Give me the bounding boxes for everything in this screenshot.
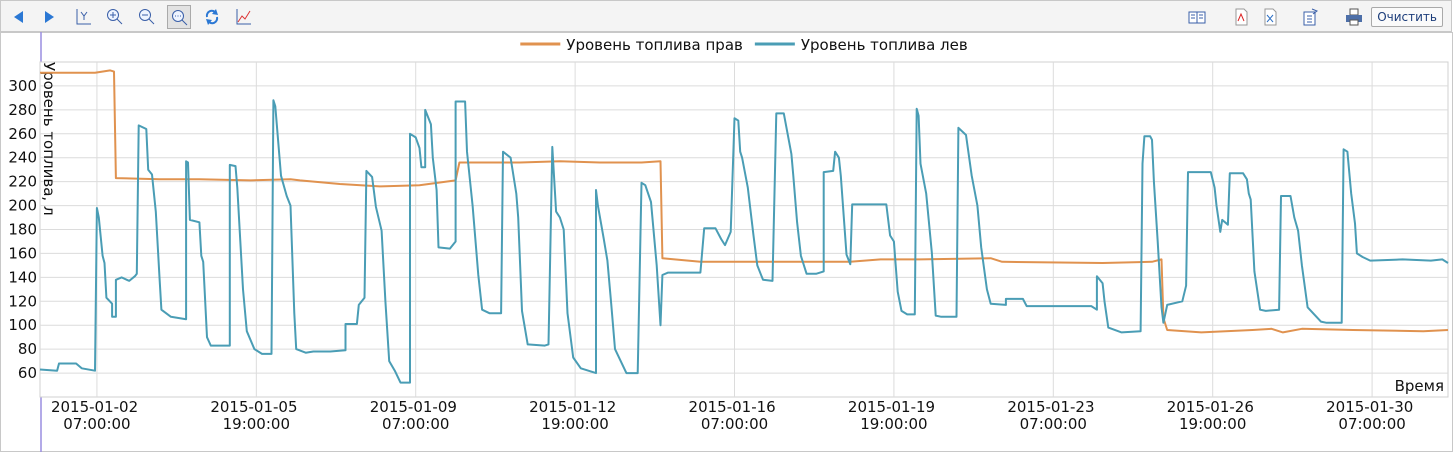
y-tick-label: 240 <box>8 149 37 167</box>
zoom-out-button[interactable] <box>137 7 157 27</box>
x-tick-label: 2015-01-09 07:00:00 <box>370 398 462 433</box>
zoom-in-button[interactable] <box>105 7 125 27</box>
pdf-button[interactable] <box>1231 7 1251 27</box>
x-tick-label: 2015-01-26 19:00:00 <box>1167 398 1259 433</box>
chart: 60 80 100 120 140 160 180 200 220 240 260 280 300 201… <box>0 32 1453 452</box>
x-tick-label: 2015-01-23 07:00:00 <box>1007 398 1099 433</box>
back-button[interactable] <box>9 7 29 27</box>
y-tick-label: 300 <box>8 77 37 95</box>
export-button[interactable] <box>1300 7 1320 27</box>
y-tick-label: 60 <box>18 364 37 382</box>
x-tick-label: 2015-01-16 07:00:00 <box>689 398 781 433</box>
print-button[interactable] <box>1344 7 1364 27</box>
x-tick-label: 2015-01-12 19:00:00 <box>529 398 621 433</box>
x-axis-label: Время <box>1395 377 1444 395</box>
forward-button[interactable] <box>39 7 59 27</box>
refresh-button[interactable] <box>202 7 222 27</box>
y-tick-label: 280 <box>8 101 37 119</box>
legend-label: Уровень топлива прав <box>566 36 743 54</box>
zoom-reset-button[interactable] <box>167 5 191 29</box>
chart-button[interactable] <box>233 7 253 27</box>
legend: Уровень топлива прав Уровень топлива лев <box>520 36 968 54</box>
legend-label: Уровень топлива лев <box>801 36 968 54</box>
y-tick-label: 160 <box>8 244 37 262</box>
y-tick-label: 260 <box>8 125 37 143</box>
clear-button[interactable]: Очистить <box>1371 7 1443 27</box>
x-tick-label: 2015-01-02 07:00:00 <box>51 398 143 433</box>
y-tick-label: 120 <box>8 292 37 310</box>
series-line <box>40 69 1449 334</box>
excel-button[interactable] <box>1260 7 1280 27</box>
table-button[interactable] <box>1187 7 1207 27</box>
x-tick-label: 2015-01-19 19:00:00 <box>848 398 940 433</box>
x-tick-label: 2015-01-05 19:00:00 <box>210 398 302 433</box>
toolbar: Очистить <box>0 0 1452 32</box>
y-tick-label: 220 <box>8 173 37 191</box>
y-tick-label: 140 <box>8 268 37 286</box>
series-line <box>39 99 1449 384</box>
y-tick-label: 180 <box>8 221 37 239</box>
y-tick-label: 200 <box>8 197 37 215</box>
y-tick-label: 100 <box>8 316 37 334</box>
y-axis-button[interactable] <box>73 7 93 27</box>
y-axis-label: Уровень топлива, л <box>40 62 58 216</box>
x-tick-label: 2015-01-30 07:00:00 <box>1326 398 1418 433</box>
y-tick-label: 80 <box>18 340 37 358</box>
